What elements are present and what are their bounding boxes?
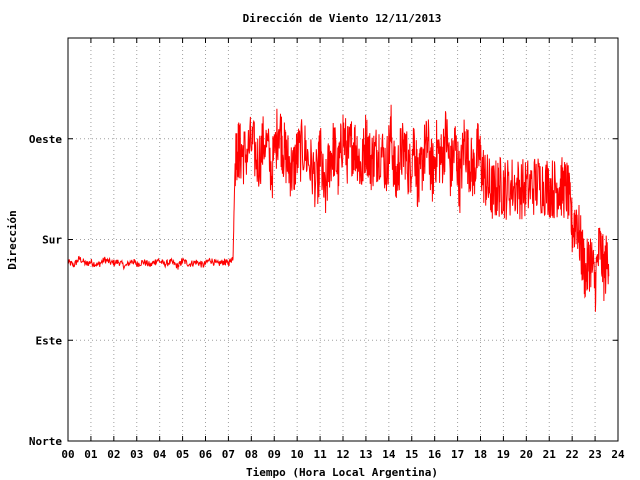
chart-title: Dirección de Viento 12/11/2013 [243,12,442,25]
x-tick-label: 12 [336,448,349,461]
x-tick-label: 00 [61,448,74,461]
x-tick-label: 16 [428,448,442,461]
x-tick-label: 20 [520,448,533,461]
x-tick-label: 19 [497,448,510,461]
y-tick-label: Este [36,334,63,347]
y-tick-label: Norte [29,435,62,448]
x-tick-label: 18 [474,448,487,461]
x-tick-label: 13 [359,448,372,461]
x-tick-label: 17 [451,448,464,461]
y-axis-label: Dirección [6,210,19,270]
y-tick-label: Oeste [29,133,62,146]
x-tick-label: 09 [268,448,281,461]
x-tick-label: 14 [382,448,396,461]
x-axis: 00 01 02 03 04 05 06 07 08 09 10 11 12 13 14 15 16 17 18 19… [61,38,625,461]
x-tick-label: 21 [543,448,557,461]
x-tick-label: 04 [153,448,167,461]
x-tick-label: 23 [588,448,601,461]
y-axis: Norte Este Sur Oeste [29,133,618,448]
x-tick-label: 10 [291,448,304,461]
grid [68,38,618,441]
x-tick-label: 07 [222,448,235,461]
x-tick-label: 15 [405,448,418,461]
x-tick-label: 24 [611,448,625,461]
x-tick-label: 01 [84,448,98,461]
x-axis-label: Tiempo (Hora Local Argentina) [246,466,438,479]
x-tick-label: 22 [566,448,579,461]
x-tick-label: 11 [313,448,327,461]
x-tick-label: 05 [176,448,189,461]
x-tick-label: 06 [199,448,213,461]
series-layer [67,104,610,312]
y-tick-label: Sur [42,234,62,247]
x-tick-label: 08 [245,448,258,461]
x-tick-label: 02 [107,448,120,461]
series-line [67,104,610,312]
x-tick-label: 03 [130,448,143,461]
